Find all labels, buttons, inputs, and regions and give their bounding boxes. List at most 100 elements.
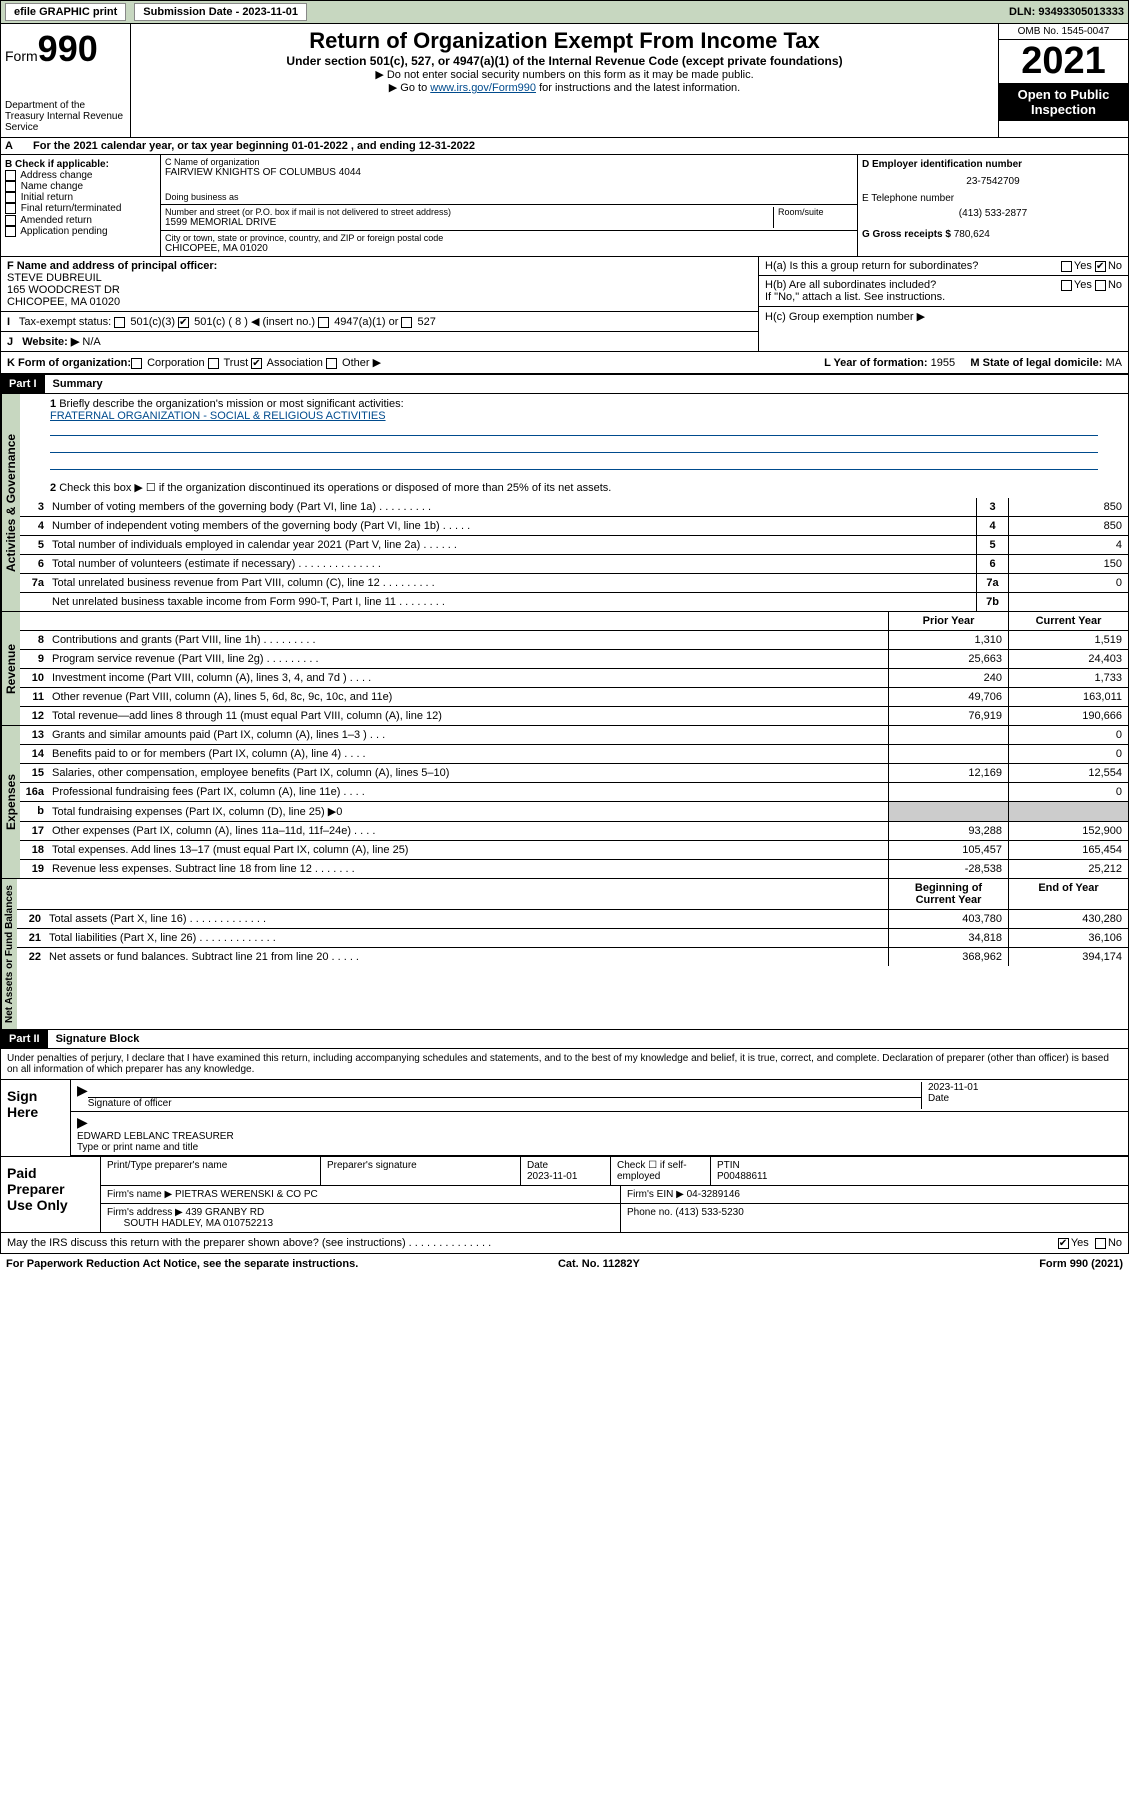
- pt-check: Check ☐ if self-employed: [611, 1157, 711, 1185]
- box-i: I Tax-exempt status: 501(c)(3) 501(c) ( …: [1, 312, 758, 332]
- part2-title: Signature Block: [48, 1030, 148, 1048]
- summary-row: 10Investment income (Part VIII, column (…: [20, 669, 1128, 688]
- tax-year-range: For the 2021 calendar year, or tax year …: [29, 138, 479, 154]
- box-hc: H(c) Group exemption number ▶: [759, 307, 1128, 326]
- vtab-exp: Expenses: [1, 726, 20, 878]
- col-end: End of Year: [1008, 879, 1128, 909]
- checkbox-address-change[interactable]: [5, 170, 16, 181]
- org-name-label: C Name of organization: [165, 157, 853, 167]
- net-assets-section: Net Assets or Fund Balances Beginning of…: [0, 879, 1129, 1030]
- mission-block: 1 Briefly describe the organization's mi…: [20, 394, 1128, 477]
- checkbox-527[interactable]: [401, 317, 412, 328]
- discuss-text: May the IRS discuss this return with the…: [7, 1237, 491, 1249]
- street-value: 1599 MEMORIAL DRIVE: [165, 217, 773, 228]
- k-opt-3[interactable]: [326, 358, 337, 369]
- summary-row: 20Total assets (Part X, line 16) . . . .…: [17, 910, 1128, 929]
- signature-block: Under penalties of perjury, I declare th…: [0, 1049, 1129, 1233]
- summary-row: 4Number of independent voting members of…: [20, 517, 1128, 536]
- room-label: Room/suite: [773, 207, 853, 228]
- phone-value: (413) 533-2877: [862, 208, 1124, 219]
- gross-label: G Gross receipts $: [862, 229, 951, 240]
- street-label: Number and street (or P.O. box if mail i…: [165, 207, 773, 217]
- firm-ein: 04-3289146: [687, 1189, 740, 1200]
- checkbox-name-change[interactable]: [5, 181, 16, 192]
- summary-row: 16aProfessional fundraising fees (Part I…: [20, 783, 1128, 802]
- summary-row: 14Benefits paid to or for members (Part …: [20, 745, 1128, 764]
- discuss-no[interactable]: [1095, 1238, 1106, 1249]
- ein-label: D Employer identification number: [862, 159, 1124, 170]
- officer-addr1: 165 WOODCREST DR: [7, 284, 120, 296]
- form-subtitle: Under section 501(c), 527, or 4947(a)(1)…: [141, 54, 988, 68]
- hb-note: If "No," attach a list. See instructions…: [765, 291, 945, 303]
- efile-print-button[interactable]: efile GRAPHIC print: [5, 3, 126, 21]
- summary-row: 12Total revenue—add lines 8 through 11 (…: [20, 707, 1128, 725]
- box-b-header: B Check if applicable:: [5, 159, 156, 170]
- col-begin: Beginning of Current Year: [888, 879, 1008, 909]
- ha-yes[interactable]: [1061, 261, 1072, 272]
- box-hb: H(b) Are all subordinates included? Yes …: [759, 276, 1128, 307]
- dept-label: Department of the Treasury Internal Reve…: [5, 100, 126, 133]
- state-value: MA: [1106, 357, 1123, 369]
- expenses-section: Expenses 13Grants and similar amounts pa…: [0, 726, 1129, 879]
- firm-addr2: SOUTH HADLEY, MA 010752213: [124, 1218, 273, 1229]
- part2-badge: Part II: [1, 1030, 48, 1048]
- arrow-icon: ▶: [77, 1082, 88, 1109]
- vtab-rev: Revenue: [1, 612, 20, 725]
- hb-no[interactable]: [1095, 280, 1106, 291]
- ptin-value: P00488611: [717, 1171, 767, 1182]
- k-opt-1[interactable]: [208, 358, 219, 369]
- col-prior: Prior Year: [888, 612, 1008, 630]
- checkbox-application-pending[interactable]: [5, 226, 16, 237]
- section-fghij: F Name and address of principal officer:…: [0, 256, 1129, 352]
- state-label: M State of legal domicile:: [970, 357, 1102, 369]
- checkbox-initial-return[interactable]: [5, 192, 16, 203]
- submission-date: Submission Date - 2023-11-01: [134, 3, 307, 21]
- irs-link[interactable]: www.irs.gov/Form990: [430, 82, 536, 94]
- form-ref: Form 990 (2021): [1039, 1258, 1123, 1270]
- hb-yes[interactable]: [1061, 280, 1072, 291]
- part1-badge: Part I: [1, 375, 45, 393]
- year-formation: 1955: [931, 357, 955, 369]
- col-current: Current Year: [1008, 612, 1128, 630]
- k-opt-0[interactable]: [131, 358, 142, 369]
- summary-row: 3Number of voting members of the governi…: [20, 498, 1128, 517]
- gross-value: 780,624: [954, 229, 990, 240]
- rev-header-row: Prior Year Current Year: [20, 612, 1128, 631]
- part2-header: Part II Signature Block: [0, 1030, 1129, 1049]
- pt-sig-label: Preparer's signature: [321, 1157, 521, 1185]
- checkbox-501c3[interactable]: [114, 317, 125, 328]
- open-public-badge: Open to Public Inspection: [999, 83, 1128, 121]
- declaration-text: Under penalties of perjury, I declare th…: [1, 1049, 1128, 1079]
- ha-no[interactable]: [1095, 261, 1106, 272]
- paid-prep-label: Paid Preparer Use Only: [1, 1157, 101, 1232]
- box-b: B Check if applicable: Address change Na…: [1, 155, 161, 256]
- officer-name: STEVE DUBREUIL: [7, 272, 102, 284]
- checkbox-4947[interactable]: [318, 317, 329, 328]
- discuss-yes[interactable]: [1058, 1238, 1069, 1249]
- pra-notice: For Paperwork Reduction Act Notice, see …: [6, 1258, 358, 1270]
- checkbox-501c[interactable]: [178, 317, 189, 328]
- dln-label: DLN: 93493305013333: [1009, 6, 1124, 18]
- k-opt-2[interactable]: [251, 358, 262, 369]
- summary-row: 5Total number of individuals employed in…: [20, 536, 1128, 555]
- org-name: FAIRVIEW KNIGHTS OF COLUMBUS 4044: [165, 167, 853, 178]
- summary-row: 11Other revenue (Part VIII, column (A), …: [20, 688, 1128, 707]
- tax-year: 2021: [999, 40, 1128, 83]
- pt-name-label: Print/Type preparer's name: [101, 1157, 321, 1185]
- summary-row: 7aTotal unrelated business revenue from …: [20, 574, 1128, 593]
- revenue-section: Revenue Prior Year Current Year 8Contrib…: [0, 612, 1129, 726]
- box-f-label: F Name and address of principal officer:: [7, 260, 217, 272]
- box-k: K Form of organization: Corporation Trus…: [0, 352, 1129, 374]
- mission-text[interactable]: FRATERNAL ORGANIZATION - SOCIAL & RELIGI…: [50, 410, 386, 422]
- city-label: City or town, state or province, country…: [165, 233, 853, 243]
- summary-row: 15Salaries, other compensation, employee…: [20, 764, 1128, 783]
- date-label: Date: [928, 1093, 949, 1104]
- arrow-icon: ▶: [77, 1114, 88, 1130]
- pt-date: 2023-11-01: [527, 1171, 577, 1182]
- summary-row: 9Program service revenue (Part VIII, lin…: [20, 650, 1128, 669]
- part1-title: Summary: [45, 375, 111, 393]
- sign-here-row: Sign Here ▶ Signature of officer 2023-11…: [1, 1079, 1128, 1156]
- checkbox-amended-return[interactable]: [5, 215, 16, 226]
- checkbox-final-return-terminated[interactable]: [5, 203, 16, 214]
- officer-addr2: CHICOPEE, MA 01020: [7, 296, 120, 308]
